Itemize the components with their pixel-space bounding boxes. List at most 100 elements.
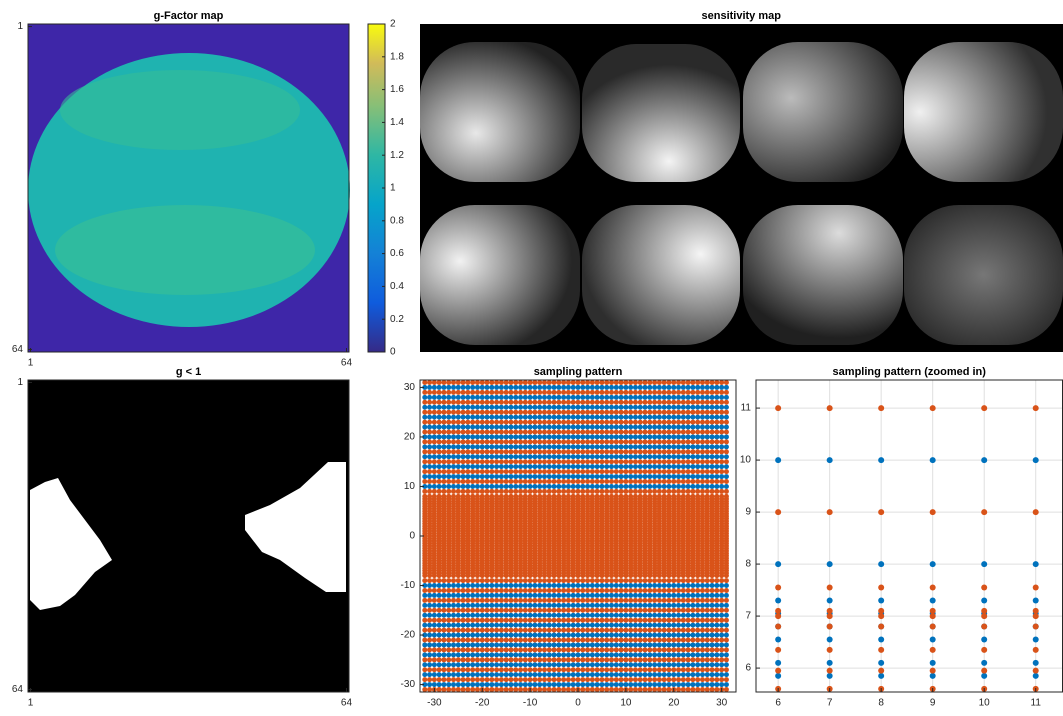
sample-point bbox=[465, 687, 470, 692]
sample-point bbox=[652, 459, 657, 464]
sample-point bbox=[595, 667, 600, 672]
sample-point bbox=[724, 385, 729, 390]
sample-point bbox=[485, 662, 490, 667]
sample-point bbox=[695, 405, 700, 410]
sample-point bbox=[614, 623, 619, 628]
sample-point bbox=[700, 400, 705, 405]
sample-point bbox=[513, 628, 518, 633]
sample-point bbox=[432, 638, 437, 643]
sample-point bbox=[599, 415, 604, 420]
sample-point bbox=[671, 623, 676, 628]
sample-point bbox=[595, 628, 600, 633]
sample-point bbox=[690, 583, 695, 588]
sample-point bbox=[494, 588, 499, 593]
sample-point bbox=[619, 469, 624, 474]
sample-point bbox=[657, 652, 662, 657]
sample-point bbox=[518, 603, 523, 608]
sample-point bbox=[686, 642, 691, 647]
sample-point bbox=[504, 494, 509, 499]
sample-point bbox=[643, 608, 648, 613]
sample-point bbox=[504, 489, 509, 494]
sample-point bbox=[647, 598, 652, 603]
sample-point bbox=[465, 633, 470, 638]
sample-point bbox=[585, 489, 590, 494]
sample-point bbox=[470, 598, 475, 603]
sample-point bbox=[633, 657, 638, 662]
sample-point bbox=[523, 593, 528, 598]
sample-point bbox=[571, 623, 576, 628]
sample-point bbox=[710, 647, 715, 652]
sample-point bbox=[604, 638, 609, 643]
sample-point bbox=[528, 489, 533, 494]
sample-point bbox=[494, 425, 499, 430]
sample-point bbox=[681, 415, 686, 420]
sample-point bbox=[599, 420, 604, 425]
colorbar-tick-label: 0 bbox=[390, 347, 396, 358]
sample-point bbox=[681, 682, 686, 687]
sample-point bbox=[623, 420, 628, 425]
sample-point bbox=[666, 633, 671, 638]
sample-point bbox=[719, 672, 724, 677]
sample-point bbox=[676, 444, 681, 449]
sample-point bbox=[422, 494, 427, 499]
sample-point bbox=[528, 638, 533, 643]
sample-point bbox=[547, 618, 552, 623]
sample-point bbox=[456, 385, 461, 390]
sample-point bbox=[643, 395, 648, 400]
sample-point bbox=[508, 469, 513, 474]
sample-point bbox=[576, 682, 581, 687]
sample-point bbox=[700, 459, 705, 464]
sample-point bbox=[681, 623, 686, 628]
sample-point bbox=[571, 652, 576, 657]
sample-point bbox=[643, 642, 648, 647]
sample-point bbox=[499, 608, 504, 613]
sample-point bbox=[485, 647, 490, 652]
sample-point bbox=[714, 449, 719, 454]
sample-point bbox=[513, 489, 518, 494]
sample-point bbox=[485, 667, 490, 672]
sample-point bbox=[437, 677, 442, 682]
sample-point bbox=[609, 464, 614, 469]
sample-point bbox=[485, 677, 490, 682]
sample-point bbox=[623, 623, 628, 628]
sample-point bbox=[628, 420, 633, 425]
sample-point bbox=[580, 454, 585, 459]
sample-point bbox=[475, 623, 480, 628]
sample-point bbox=[556, 593, 561, 598]
sample-point bbox=[456, 588, 461, 593]
sample-point bbox=[556, 439, 561, 444]
sample-point bbox=[710, 425, 715, 430]
sample-point bbox=[437, 583, 442, 588]
sample-point bbox=[542, 395, 547, 400]
sample-point bbox=[690, 603, 695, 608]
sample-point bbox=[427, 608, 432, 613]
sample-point bbox=[585, 623, 590, 628]
sample-point bbox=[489, 633, 494, 638]
sample-point bbox=[695, 657, 700, 662]
sample-point bbox=[576, 618, 581, 623]
sample-point bbox=[542, 687, 547, 692]
sample-point bbox=[571, 647, 576, 652]
sample-point bbox=[561, 430, 566, 435]
sample-point bbox=[599, 652, 604, 657]
sample-point bbox=[465, 628, 470, 633]
sample-point bbox=[456, 390, 461, 395]
sample-point bbox=[556, 638, 561, 643]
sample-point bbox=[643, 415, 648, 420]
sample-point bbox=[494, 667, 499, 672]
sample-point bbox=[623, 400, 628, 405]
sample-point bbox=[643, 405, 648, 410]
sample-point bbox=[671, 444, 676, 449]
sample-point bbox=[714, 687, 719, 692]
sample-point bbox=[671, 464, 676, 469]
sample-point bbox=[609, 608, 614, 613]
sample-point bbox=[465, 420, 470, 425]
sample-point bbox=[422, 430, 427, 435]
sample-point bbox=[705, 494, 710, 499]
sample-point bbox=[571, 682, 576, 687]
sample-point bbox=[580, 410, 585, 415]
sample-point bbox=[508, 647, 513, 652]
sample-point bbox=[556, 578, 561, 583]
sample-point bbox=[422, 420, 427, 425]
sample-point bbox=[499, 474, 504, 479]
